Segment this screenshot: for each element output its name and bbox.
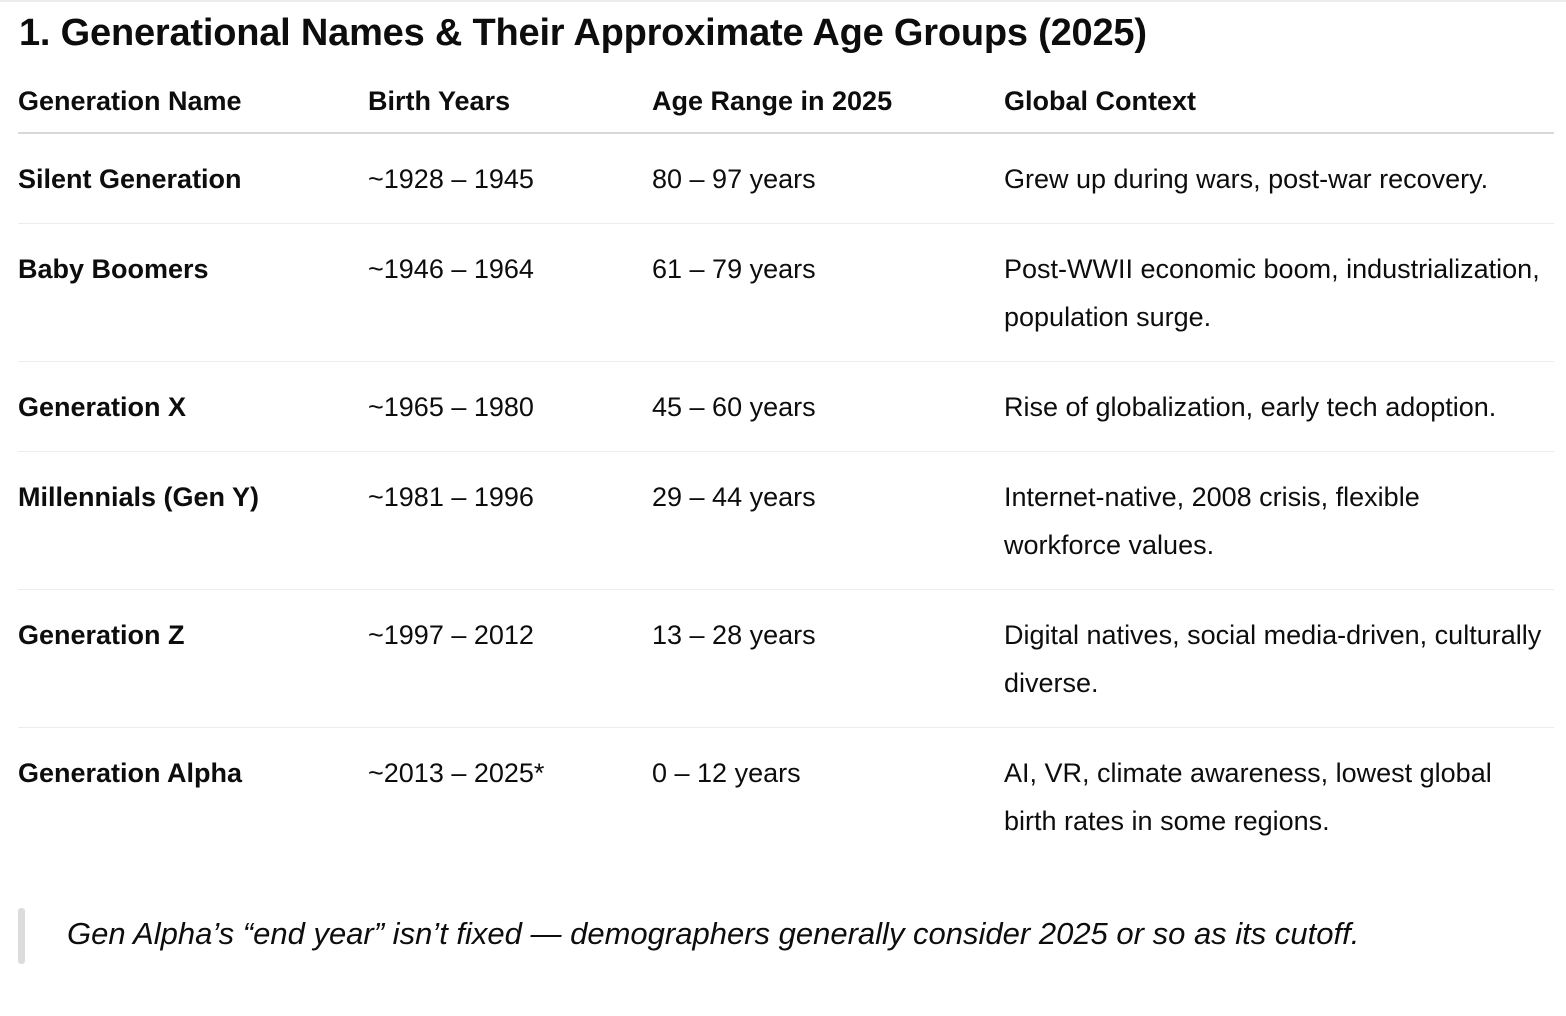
- age-range-cell: 29 – 44 years: [652, 482, 816, 512]
- footnote-text: Gen Alpha’s “end year” isn’t fixed — dem…: [67, 916, 1360, 951]
- birth-years-cell: ~1997 – 2012: [368, 620, 534, 650]
- age-range-cell: 13 – 28 years: [652, 620, 816, 650]
- table-header-row: Generation Name Birth Years Age Range in…: [18, 70, 1554, 134]
- table-row: Generation Alpha ~2013 – 2025* 0 – 12 ye…: [18, 728, 1554, 865]
- age-range-cell: 61 – 79 years: [652, 254, 816, 284]
- generation-name-cell: Baby Boomers: [18, 254, 209, 284]
- global-context-cell: Internet-native, 2008 crisis, flexible w…: [1004, 482, 1420, 560]
- blockquote-bar: [18, 908, 25, 964]
- generation-name-cell: Generation Z: [18, 620, 185, 650]
- global-context-cell: AI, VR, climate awareness, lowest global…: [1004, 758, 1492, 836]
- birth-years-cell: ~1946 – 1964: [368, 254, 534, 284]
- table-row: Millennials (Gen Y) ~1981 – 1996 29 – 44…: [18, 452, 1554, 590]
- footnote-blockquote: Gen Alpha’s “end year” isn’t fixed — dem…: [18, 908, 1548, 964]
- generations-table: Generation Name Birth Years Age Range in…: [18, 70, 1554, 865]
- birth-years-cell: ~2013 – 2025*: [368, 758, 545, 788]
- birth-years-cell: ~1965 – 1980: [368, 392, 534, 422]
- age-range-cell: 45 – 60 years: [652, 392, 816, 422]
- table-row: Generation X ~1965 – 1980 45 – 60 years …: [18, 362, 1554, 452]
- section-heading: 1. Generational Names & Their Approximat…: [19, 12, 1147, 54]
- global-context-cell: Post-WWII economic boom, industrializati…: [1004, 254, 1540, 332]
- table-row: Generation Z ~1997 – 2012 13 – 28 years …: [18, 590, 1554, 728]
- header-global-context: Global Context: [1004, 85, 1197, 116]
- top-divider: [0, 0, 1566, 2]
- birth-years-cell: ~1981 – 1996: [368, 482, 534, 512]
- table-row: Baby Boomers ~1946 – 1964 61 – 79 years …: [18, 224, 1554, 362]
- global-context-cell: Grew up during wars, post-war recovery.: [1004, 164, 1489, 194]
- age-range-cell: 80 – 97 years: [652, 164, 816, 194]
- table-row: Silent Generation ~1928 – 1945 80 – 97 y…: [18, 134, 1554, 224]
- header-generation-name: Generation Name: [18, 85, 242, 116]
- global-context-cell: Digital natives, social media-driven, cu…: [1004, 620, 1542, 698]
- global-context-cell: Rise of globalization, early tech adopti…: [1004, 392, 1497, 422]
- generation-name-cell: Millennials (Gen Y): [18, 482, 260, 512]
- age-range-cell: 0 – 12 years: [652, 758, 801, 788]
- generation-name-cell: Silent Generation: [18, 164, 242, 194]
- generation-name-cell: Generation X: [18, 392, 187, 422]
- header-birth-years: Birth Years: [368, 85, 511, 116]
- header-age-range: Age Range in 2025: [652, 85, 893, 116]
- generation-name-cell: Generation Alpha: [18, 758, 243, 788]
- birth-years-cell: ~1928 – 1945: [368, 164, 534, 194]
